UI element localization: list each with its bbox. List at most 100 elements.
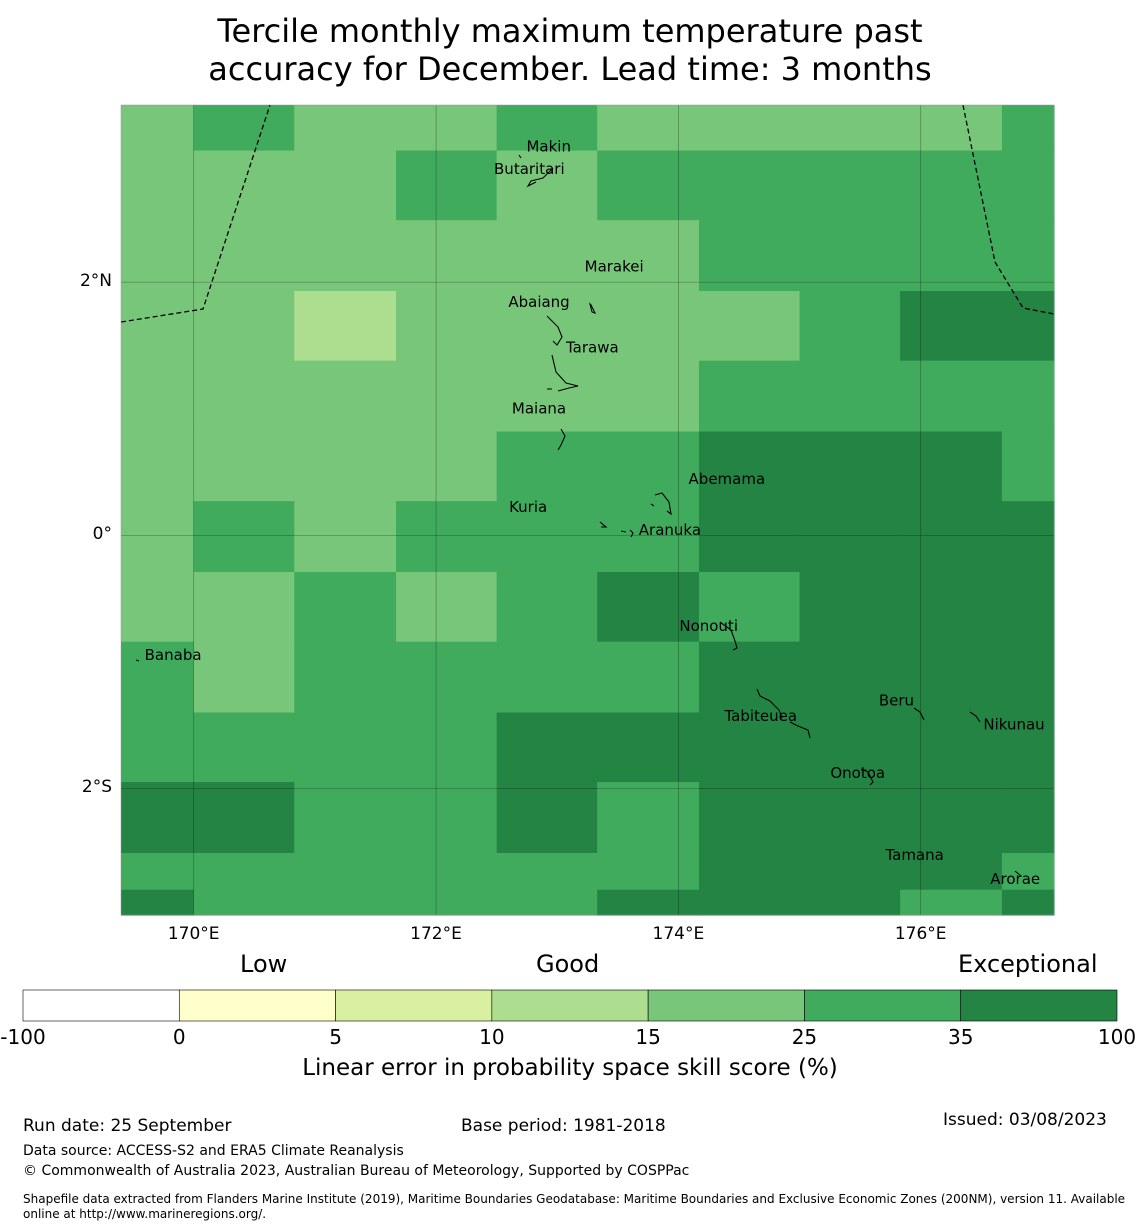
x-tick-label: 170°E xyxy=(167,924,220,944)
grid-cell xyxy=(900,360,1003,433)
place-label: Banaba xyxy=(145,646,202,664)
grid-cell xyxy=(698,105,801,152)
colorbar-segment xyxy=(647,989,805,1022)
grid-cell xyxy=(1001,501,1055,573)
y-tick-label: 2°S xyxy=(81,777,112,798)
grid-cell xyxy=(496,852,598,891)
grid-cell xyxy=(121,712,195,783)
island-arorae xyxy=(1014,870,1022,877)
grid-cell xyxy=(396,150,498,221)
grid-cell xyxy=(597,501,700,573)
grid-cell xyxy=(1001,150,1055,221)
grid-cell xyxy=(193,431,295,502)
eez-boundary-west xyxy=(120,104,271,323)
grid-cell xyxy=(1001,889,1055,916)
island-onotoa xyxy=(860,768,874,786)
island-kuria xyxy=(599,521,634,538)
grid-cell xyxy=(698,889,801,916)
grid-cell xyxy=(496,572,598,643)
grid-cell xyxy=(496,291,598,362)
grid-cell xyxy=(597,782,700,854)
grid-cell xyxy=(698,360,801,433)
grid-cell xyxy=(294,852,397,891)
grid-cell xyxy=(496,889,598,916)
grid-cell xyxy=(121,431,195,502)
grid-cell xyxy=(121,641,195,714)
place-label: Beru xyxy=(879,692,914,710)
copyright: © Commonwealth of Australia 2023, Austra… xyxy=(23,1163,690,1179)
grid-cell xyxy=(1001,360,1055,433)
grid-cell xyxy=(294,220,397,292)
place-label: Tabiteuea xyxy=(723,707,797,725)
grid-cell xyxy=(900,105,1003,152)
grid-cell xyxy=(496,641,598,714)
grid-cell xyxy=(1001,712,1055,783)
grid-cell xyxy=(294,431,397,502)
grid-cell xyxy=(121,889,195,916)
place-label: Tamana xyxy=(884,846,943,864)
grid-cell xyxy=(193,105,295,152)
category-label-good: Good xyxy=(536,950,600,978)
grid-cell xyxy=(597,889,700,916)
grid-cell xyxy=(698,641,801,714)
grid-cell xyxy=(121,220,195,292)
island-tarawa xyxy=(547,354,579,392)
grid-cell xyxy=(496,431,598,502)
shapefile-credit: Shapefile data extracted from Flanders M… xyxy=(23,1192,1126,1221)
grid-cell xyxy=(193,220,295,292)
grid-cell xyxy=(900,220,1003,292)
colorbar-tick-label: -100 xyxy=(0,1025,46,1049)
grid-cell xyxy=(597,712,700,783)
grid-cell xyxy=(496,712,598,783)
grid-cell xyxy=(1001,431,1055,502)
grid-cell xyxy=(294,360,397,433)
grid-cell xyxy=(900,782,1003,854)
grid-cell xyxy=(496,501,598,573)
colorbar-tick-label: 25 xyxy=(791,1025,818,1049)
grid-cell xyxy=(193,291,295,362)
island-maiana xyxy=(557,428,566,451)
grid-cell xyxy=(900,852,1003,891)
grid-cell xyxy=(799,360,901,433)
island-outlines xyxy=(135,154,1022,877)
grid-cell xyxy=(799,572,901,643)
grid-cell xyxy=(597,431,700,502)
y-tick-label: 2°N xyxy=(79,271,112,292)
grid-cell xyxy=(1001,105,1055,152)
skill-grid xyxy=(121,105,1055,916)
colorbar-tick-label: 0 xyxy=(172,1025,186,1049)
grid-cell xyxy=(799,712,901,783)
title-line-2: accuracy for December. Lead time: 3 mont… xyxy=(208,50,932,88)
grid-cell xyxy=(597,572,700,643)
grid-cell xyxy=(193,641,295,714)
place-label: Abemama xyxy=(689,470,766,488)
grid-cell xyxy=(121,782,195,854)
colorbar-segment xyxy=(22,989,180,1022)
grid-cell xyxy=(698,431,801,502)
colorbar-segment xyxy=(804,989,962,1022)
grid-cell xyxy=(799,852,901,891)
grid-cell xyxy=(496,360,598,433)
grid-cell xyxy=(698,712,801,783)
grid-cell xyxy=(698,501,801,573)
grid-cell xyxy=(1001,572,1055,643)
grid-cell xyxy=(193,852,295,891)
grid-cell xyxy=(396,889,498,916)
place-label: Nonouti xyxy=(679,617,738,635)
grid-cell xyxy=(597,360,700,433)
grid-cell xyxy=(294,712,397,783)
grid-cell xyxy=(294,572,397,643)
category-label-exceptional: Exceptional xyxy=(958,950,1098,978)
grid-cell xyxy=(396,291,498,362)
grid-cell xyxy=(900,889,1003,916)
grid-cell xyxy=(294,291,397,362)
y-tick-label: 0° xyxy=(92,524,112,545)
grid-cell xyxy=(294,150,397,221)
island-makin xyxy=(518,154,522,159)
grid-cell xyxy=(799,150,901,221)
grid-cell xyxy=(799,291,901,362)
grid-cell xyxy=(799,889,901,916)
grid-cell xyxy=(396,105,498,152)
grid-cell xyxy=(193,889,295,916)
grid-cell xyxy=(597,852,700,891)
